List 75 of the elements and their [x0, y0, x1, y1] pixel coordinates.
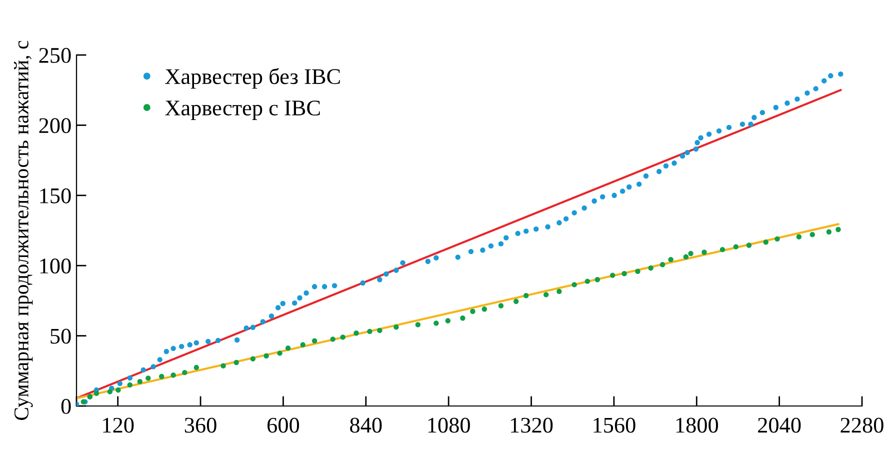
point — [377, 328, 382, 334]
x-tick-label: 2280 — [840, 418, 884, 433]
x-tick-label: 840 — [350, 418, 382, 433]
point — [312, 338, 318, 344]
point — [668, 256, 674, 262]
y-tick-label: 250 — [39, 48, 71, 63]
point — [158, 374, 164, 380]
x-tick-label: 2040 — [758, 418, 801, 433]
point — [445, 318, 450, 324]
y-axis-title: Суммарная продолжительность нажатий, с — [14, 40, 33, 420]
point — [330, 336, 336, 342]
point — [194, 364, 199, 370]
point — [434, 320, 439, 326]
point — [367, 328, 372, 334]
point — [482, 306, 488, 312]
point — [572, 282, 577, 288]
point — [220, 363, 226, 368]
point — [137, 378, 142, 384]
point — [746, 242, 752, 248]
x-tick-label: 1800 — [676, 418, 718, 433]
x-tick-label: 1320 — [510, 418, 553, 433]
point — [660, 262, 666, 268]
point — [250, 356, 256, 362]
point — [146, 376, 151, 381]
y-tick-label: 100 — [40, 258, 71, 274]
point — [107, 389, 113, 394]
point — [688, 250, 694, 256]
point — [683, 254, 689, 260]
point — [170, 372, 176, 378]
y-tick-label: 150 — [40, 188, 71, 204]
point — [498, 303, 504, 308]
x-tick-label: 600 — [268, 418, 300, 433]
point — [523, 293, 529, 298]
point — [264, 353, 269, 358]
point — [594, 277, 600, 282]
x-tick-label: 360 — [184, 418, 216, 433]
point — [415, 322, 421, 328]
point — [584, 278, 590, 284]
x-tick-label: 1560 — [594, 418, 636, 433]
point — [182, 370, 188, 376]
point — [354, 330, 359, 336]
point — [836, 226, 841, 232]
point — [285, 346, 291, 351]
x-tick-label: 120 — [103, 418, 134, 433]
point — [470, 308, 476, 314]
point — [127, 382, 132, 388]
point — [514, 298, 519, 304]
point — [796, 234, 802, 240]
point — [340, 334, 346, 340]
point — [733, 244, 739, 250]
point — [774, 236, 780, 242]
point — [556, 288, 562, 294]
point — [720, 246, 726, 252]
point — [622, 271, 627, 276]
y-tick-label: 200 — [39, 118, 71, 134]
point — [116, 387, 121, 393]
point — [635, 268, 640, 274]
x-tick-label: 1080 — [428, 418, 470, 433]
point — [648, 265, 654, 271]
y-tick-label: 0 — [61, 398, 71, 414]
point — [763, 240, 768, 245]
y-tick-label: 50 — [50, 328, 71, 344]
point — [610, 272, 616, 278]
point — [810, 232, 815, 238]
legend-label: Харвестер без IBC — [165, 68, 340, 89]
point — [702, 250, 707, 255]
point — [826, 229, 832, 235]
point — [394, 324, 399, 330]
point — [277, 350, 282, 356]
point — [234, 360, 239, 366]
point — [543, 292, 549, 298]
point — [300, 342, 306, 348]
point — [94, 390, 100, 396]
legend-label: Харвестер с IBC — [165, 100, 320, 120]
point — [460, 316, 466, 321]
